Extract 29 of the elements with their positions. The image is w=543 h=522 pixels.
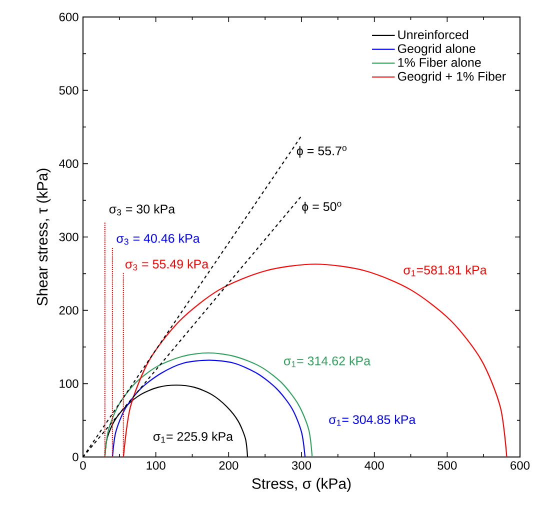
- annotation: σ$_{1}$= 314.62 kPa: [284, 356, 371, 368]
- annotation: σ$_{1}$= 225.9 kPa: [153, 432, 234, 443]
- x-tick-label: 300: [292, 461, 312, 470]
- y-tick-label: 0: [72, 452, 78, 462]
- annotation: σ$_{1}$= 304.85 kPa: [329, 414, 416, 426]
- x-tick-label: 400: [364, 461, 384, 470]
- legend-label: Unreinforced: [398, 30, 468, 40]
- x-tick-label: 0: [80, 461, 86, 470]
- x-tick-label: 200: [219, 461, 238, 470]
- annotation: ϕ = 50$^{o}$: [302, 202, 342, 214]
- x-tick-label: 100: [146, 461, 166, 470]
- legend-label: Geogrid alone: [398, 44, 476, 56]
- y-tick-label: 200: [59, 306, 78, 315]
- x-axis-title: Stress, σ (kPa): [252, 478, 351, 492]
- x-tick-label: 500: [438, 461, 457, 470]
- annotation: σ$_{3}$ = 40.46 kPa: [116, 234, 200, 245]
- annotation: σ$_{3}$ = 30 kPa: [109, 204, 176, 216]
- x-tick-label: 600: [510, 461, 530, 470]
- y-tick-label: 300: [59, 232, 78, 242]
- annotation: σ$_{1}$=581.81 kPa: [404, 265, 487, 276]
- y-tick-label: 100: [60, 379, 78, 388]
- annotation: σ$_{3}$ = 55.49 kPa: [125, 259, 209, 270]
- y-tick-label: 400: [59, 159, 78, 168]
- legend-label: 1% Fiber alone: [398, 58, 481, 67]
- annotation: ϕ = 55.7$^{o}$: [296, 146, 347, 158]
- y-tick-label: 600: [59, 12, 78, 22]
- y-axis-title: Shear stress, τ (kPa): [36, 168, 51, 306]
- y-tick-label: 500: [59, 86, 78, 95]
- legend-label: Geogrid + 1% Fiber: [398, 72, 506, 84]
